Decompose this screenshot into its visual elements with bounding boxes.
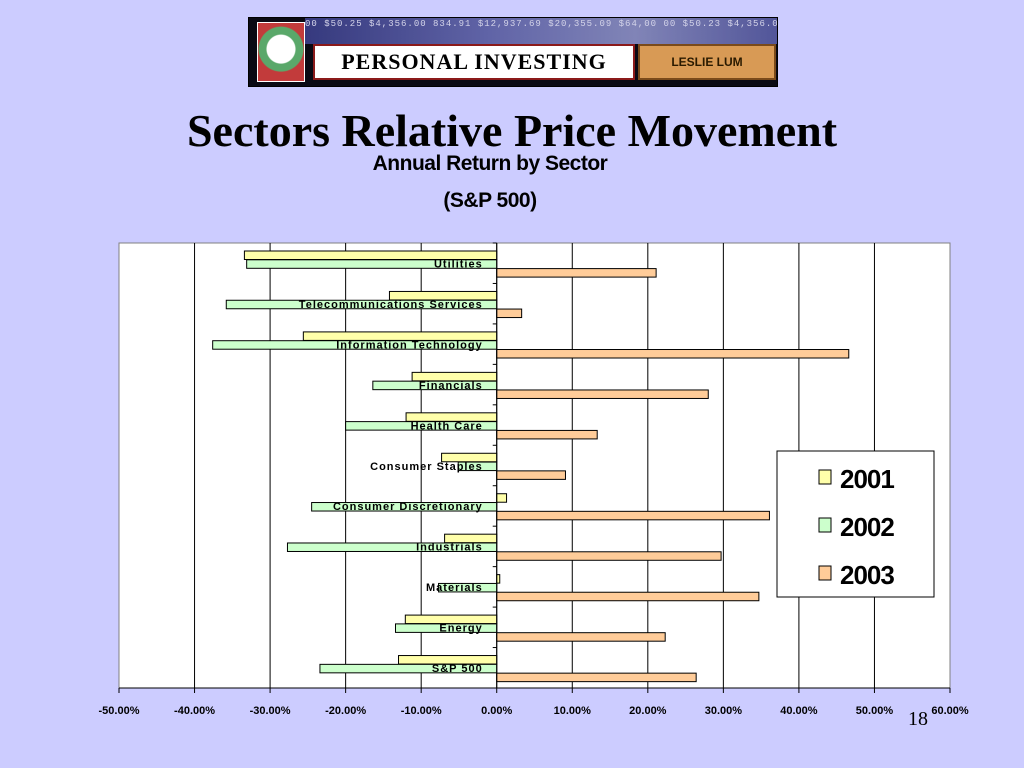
legend-swatch-2002 <box>818 517 832 533</box>
bar-2003 <box>496 551 722 561</box>
bar-2003 <box>496 429 598 440</box>
x-tick-label: 50.00% <box>856 705 894 717</box>
category-label: Financials <box>419 380 483 392</box>
bar-2003 <box>496 632 666 642</box>
bar-2001 <box>496 493 508 503</box>
bar-2003 <box>496 510 770 521</box>
x-tick-label: 40.00% <box>780 705 818 717</box>
category-label: Materials <box>426 582 483 594</box>
category-label: Consumer Staples <box>370 461 483 473</box>
bar-2003 <box>496 308 523 319</box>
x-tick-label: -40.00% <box>174 705 215 717</box>
banner-author: LESLIE LUM <box>638 44 776 80</box>
page-number: 18 <box>908 708 928 730</box>
category-label: S&P 500 <box>432 663 483 675</box>
legend-label-2002: 2002 <box>840 512 894 542</box>
personal-investing-banner: 00 $50.25 $4,356.00 834.91 $12,937.69 $2… <box>248 17 778 87</box>
x-tick-label: 0.00% <box>481 705 512 717</box>
bar-2003 <box>496 349 850 359</box>
slide-title: Sectors Relative Price Movement <box>186 105 838 156</box>
x-tick-label: -30.00% <box>250 705 291 717</box>
category-label: Information Technology <box>336 339 482 351</box>
category-label: Telecommunications Services <box>299 299 483 311</box>
x-tick-label: 30.00% <box>705 705 743 717</box>
legend-swatch-2003 <box>818 565 832 581</box>
stock-ticker-strip: 00 $50.25 $4,356.00 834.91 $12,937.69 $2… <box>305 18 777 44</box>
category-label: Utilities <box>434 259 483 271</box>
legend-label-2001: 2001 <box>840 464 894 494</box>
category-label: Energy <box>439 623 482 635</box>
bar-2003 <box>496 268 657 278</box>
category-label: Industrials <box>416 542 483 554</box>
bar-2003 <box>496 672 697 683</box>
category-label: Health Care <box>411 420 483 432</box>
chart-subtitle: (S&P 500) <box>443 189 537 212</box>
legend-label-2003: 2003 <box>840 560 894 590</box>
x-tick-label: 60.00% <box>931 705 969 717</box>
x-tick-label: -50.00% <box>99 705 140 717</box>
chart-title: Annual Return by Sector <box>372 152 608 175</box>
bar-2003 <box>496 470 566 480</box>
banner-app-name: PERSONAL INVESTING <box>313 44 635 80</box>
x-tick-label: -10.00% <box>401 705 442 717</box>
legend-swatch-2001 <box>818 469 832 485</box>
x-tick-label: -20.00% <box>325 705 366 717</box>
category-label: Consumer Discretionary <box>333 501 483 513</box>
bar-2003 <box>496 591 760 602</box>
bar-2003 <box>496 389 709 399</box>
logo-icon <box>257 22 305 82</box>
legend-box <box>776 450 935 598</box>
x-tick-label: 10.00% <box>554 705 592 717</box>
x-tick-label: 20.00% <box>629 705 667 717</box>
